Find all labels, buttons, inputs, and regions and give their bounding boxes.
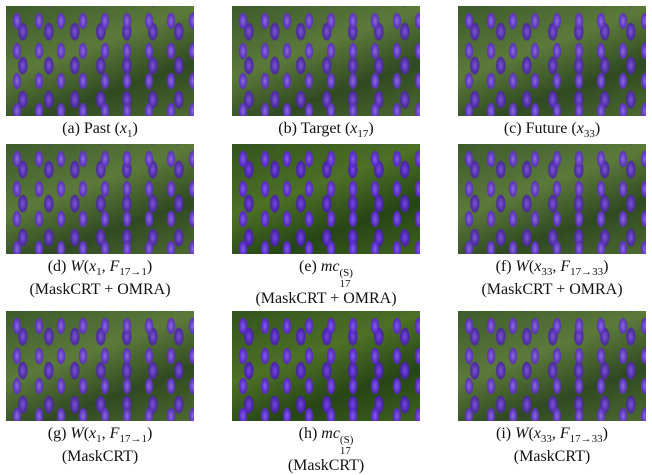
caption-text: ) [133,120,138,137]
caption-line: (MaskCRT) [288,457,364,475]
caption: (i) W(x33, F17→33)(MaskCRT) [496,425,608,466]
caption-text: (MaskCRT) [514,448,590,465]
caption-text: 33 [584,128,595,140]
caption-line: (e) mc(S)17 [255,258,396,290]
caption-text: W [516,258,529,275]
caption-text: (b) Target ( [278,120,350,137]
caption: (c) Future (x33) [504,120,600,143]
image [232,144,420,254]
caption-text: , [102,425,110,442]
image [6,6,194,116]
caption-line: (MaskCRT) [496,448,608,466]
panel: (e) mc(S)17(MaskCRT + OMRA) [226,144,426,308]
caption-text: F [110,258,120,275]
panel: (b) Target (x17) [226,6,426,143]
panel: (f) W(x33, F17→33)(MaskCRT + OMRA) [452,144,652,299]
caption-text: (e) [299,258,321,275]
caption-text: x [577,120,584,137]
caption-text: 17 [357,128,368,140]
image [6,311,194,421]
caption-text: 17→1 [119,433,147,445]
panel: (d) W(x1, F17→1)(MaskCRT + OMRA) [0,144,200,299]
panel: (i) W(x33, F17→33)(MaskCRT) [452,311,652,466]
caption-text: (MaskCRT + OMRA) [481,281,622,298]
image [458,311,646,421]
caption-line: (b) Target (x17) [278,120,373,143]
caption-text: (c) Future ( [504,120,577,137]
image [232,311,420,421]
subscript: 17 [339,279,352,290]
caption-text: F [560,425,570,442]
caption-line: (MaskCRT + OMRA) [29,281,170,299]
caption-line: (c) Future (x33) [504,120,600,143]
caption-text: , [552,425,560,442]
caption-line: (MaskCRT + OMRA) [481,281,622,299]
caption-text: (i) [496,425,515,442]
caption-line: (MaskCRT) [48,448,153,466]
caption-text: ) [595,120,600,137]
caption-text: (MaskCRT) [62,448,138,465]
sup-sub: (S)17 [340,435,353,457]
caption: (h) mc(S)17(MaskCRT) [288,425,364,475]
caption: (b) Target (x17) [278,120,373,143]
figure: (a) Past (x1)(b) Target (x17)(c) Future … [0,0,652,475]
caption-text: x [534,425,541,442]
caption-text: F [110,425,120,442]
image [458,6,646,116]
caption-line: (h) mc(S)17 [288,425,364,457]
image [6,144,194,254]
sup-sub: (S)17 [339,268,352,290]
caption-text: (g) [48,425,71,442]
caption-line: (MaskCRT + OMRA) [255,290,396,308]
panel: (h) mc(S)17(MaskCRT) [226,311,426,475]
caption-text: 33 [541,433,552,445]
caption-line: (f) W(x33, F17→33) [481,258,622,281]
image [458,144,646,254]
caption: (g) W(x1, F17→1)(MaskCRT) [48,425,153,466]
caption-line: (g) W(x1, F17→1) [48,425,153,448]
caption-text: 17→33 [570,433,603,445]
caption-text: (h) [299,425,322,442]
caption-text: ) [603,258,608,275]
caption-text: (a) Past ( [62,120,120,137]
caption: (a) Past (x1) [62,120,138,143]
caption-text: , [102,258,110,275]
caption-text: W [70,425,83,442]
panel: (c) Future (x33) [452,6,652,143]
caption-text: F [560,258,570,275]
caption-text: ) [368,120,373,137]
caption-text: ) [603,425,608,442]
panel: (a) Past (x1) [0,6,200,143]
caption-text: 33 [541,266,552,278]
caption-line: (a) Past (x1) [62,120,138,143]
caption-text: W [515,425,528,442]
caption-text: ) [147,425,152,442]
caption-text: (MaskCRT + OMRA) [255,290,396,307]
caption-text: (d) [48,258,71,275]
panel: (g) W(x1, F17→1)(MaskCRT) [0,311,200,466]
subscript: 17 [340,446,353,457]
caption-text: (f) [496,258,516,275]
caption: (d) W(x1, F17→1)(MaskCRT + OMRA) [29,258,170,299]
caption-text: W [70,258,83,275]
caption-text: ) [147,258,152,275]
caption-text: x [120,120,127,137]
caption-line: (d) W(x1, F17→1) [29,258,170,281]
caption-text: 17→1 [119,266,147,278]
caption-text: (MaskCRT + OMRA) [29,281,170,298]
image [232,6,420,116]
caption-text: mc [321,258,340,275]
caption: (f) W(x33, F17→33)(MaskCRT + OMRA) [481,258,622,299]
caption-text: (MaskCRT) [288,457,364,474]
caption-line: (i) W(x33, F17→33) [496,425,608,448]
caption-text: 17→33 [570,266,603,278]
caption-text: mc [321,425,340,442]
caption: (e) mc(S)17(MaskCRT + OMRA) [255,258,396,308]
